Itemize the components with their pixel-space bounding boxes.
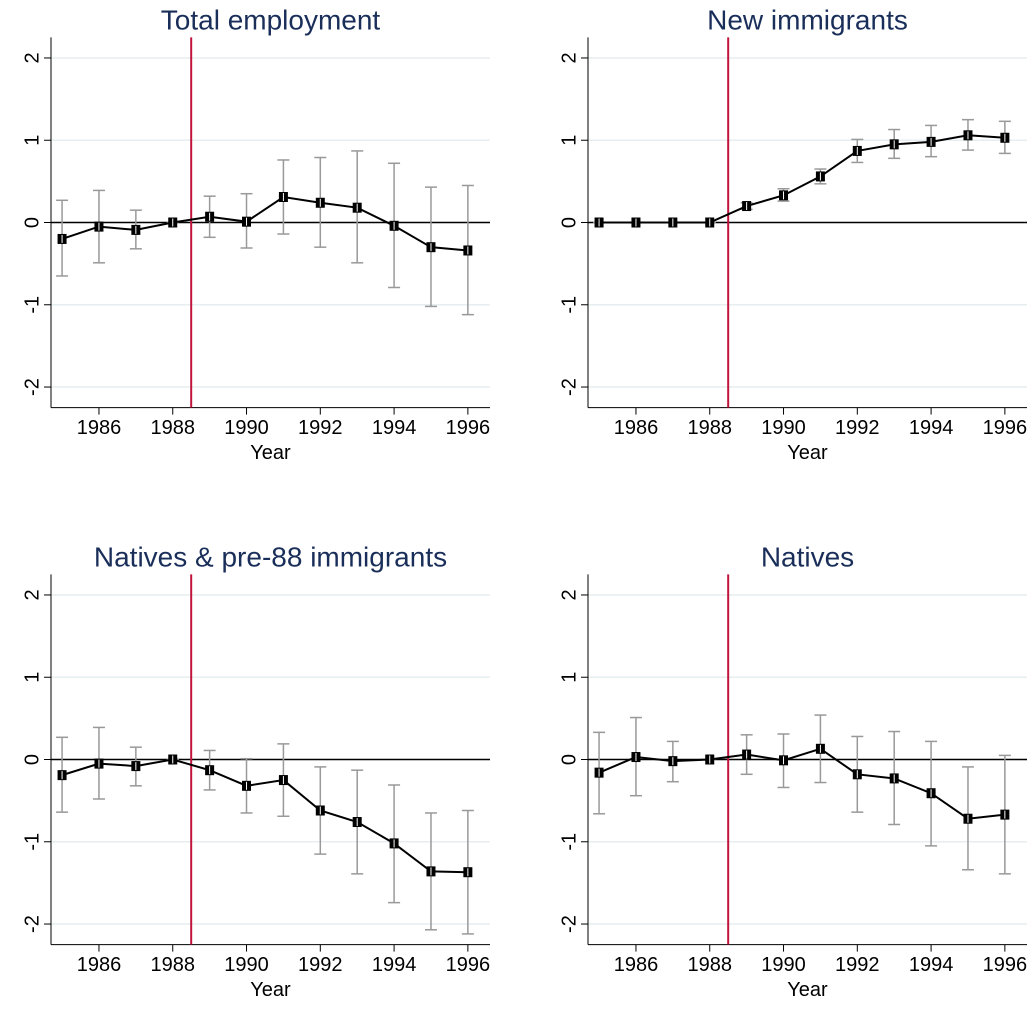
x-tick-label: 1988 (687, 417, 732, 439)
panel-title: Natives & pre-88 immigrants (94, 541, 447, 572)
x-tick-label: 1994 (909, 417, 954, 439)
x-tick-label: 1986 (77, 954, 122, 976)
x-tick-label: 1996 (446, 417, 491, 439)
x-tick-label: 1988 (687, 954, 732, 976)
x-tick-label: 1994 (372, 417, 417, 439)
y-tick-label: 0 (21, 217, 43, 228)
y-tick-label: -2 (21, 915, 43, 933)
y-tick-label: 2 (558, 589, 580, 600)
y-tick-label: -1 (21, 296, 43, 314)
y-tick-label: -1 (21, 833, 43, 851)
series-line (598, 747, 1005, 820)
x-tick-label: 1990 (761, 954, 806, 976)
x-tick-label: 1986 (614, 417, 659, 439)
series-line (599, 134, 1005, 224)
x-tick-label: 1996 (983, 954, 1028, 976)
x-axis-label: Year (250, 979, 291, 1001)
y-tick-label: 1 (21, 672, 43, 683)
x-axis-label: Year (787, 979, 828, 1001)
x-tick-label: 1992 (835, 954, 880, 976)
y-tick-label: -1 (558, 296, 580, 314)
x-tick-label: 1990 (761, 417, 806, 439)
x-tick-label: 1996 (983, 417, 1028, 439)
x-axis-label: Year (787, 442, 828, 464)
y-tick-label: -2 (21, 378, 43, 396)
x-tick-label: 1992 (298, 954, 343, 976)
x-tick-label: 1992 (835, 417, 880, 439)
panel-title: Total employment (161, 4, 381, 35)
y-tick-label: 2 (558, 52, 580, 63)
series-line (61, 758, 468, 874)
y-tick-label: 0 (21, 754, 43, 765)
y-tick-label: 0 (558, 217, 580, 228)
panel-title: Natives (761, 541, 854, 572)
y-tick-label: 1 (558, 135, 580, 146)
x-tick-label: 1994 (372, 954, 417, 976)
y-tick-label: 1 (558, 672, 580, 683)
x-tick-label: 1988 (150, 417, 195, 439)
x-tick-label: 1988 (150, 954, 195, 976)
y-tick-label: 0 (558, 754, 580, 765)
x-tick-label: 1990 (224, 417, 269, 439)
y-tick-label: 2 (21, 589, 43, 600)
x-tick-label: 1986 (77, 417, 122, 439)
x-tick-label: 1994 (909, 954, 954, 976)
y-tick-label: 1 (21, 135, 43, 146)
y-tick-label: 2 (21, 52, 43, 63)
y-tick-label: -2 (558, 378, 580, 396)
y-tick-label: -2 (558, 915, 580, 933)
x-axis-label: Year (250, 442, 291, 464)
y-tick-label: -1 (558, 833, 580, 851)
series-line (61, 195, 468, 252)
x-tick-label: 1986 (614, 954, 659, 976)
panel-title: New immigrants (707, 4, 908, 35)
x-tick-label: 1996 (446, 954, 491, 976)
x-tick-label: 1990 (224, 954, 269, 976)
x-tick-label: 1992 (298, 417, 343, 439)
